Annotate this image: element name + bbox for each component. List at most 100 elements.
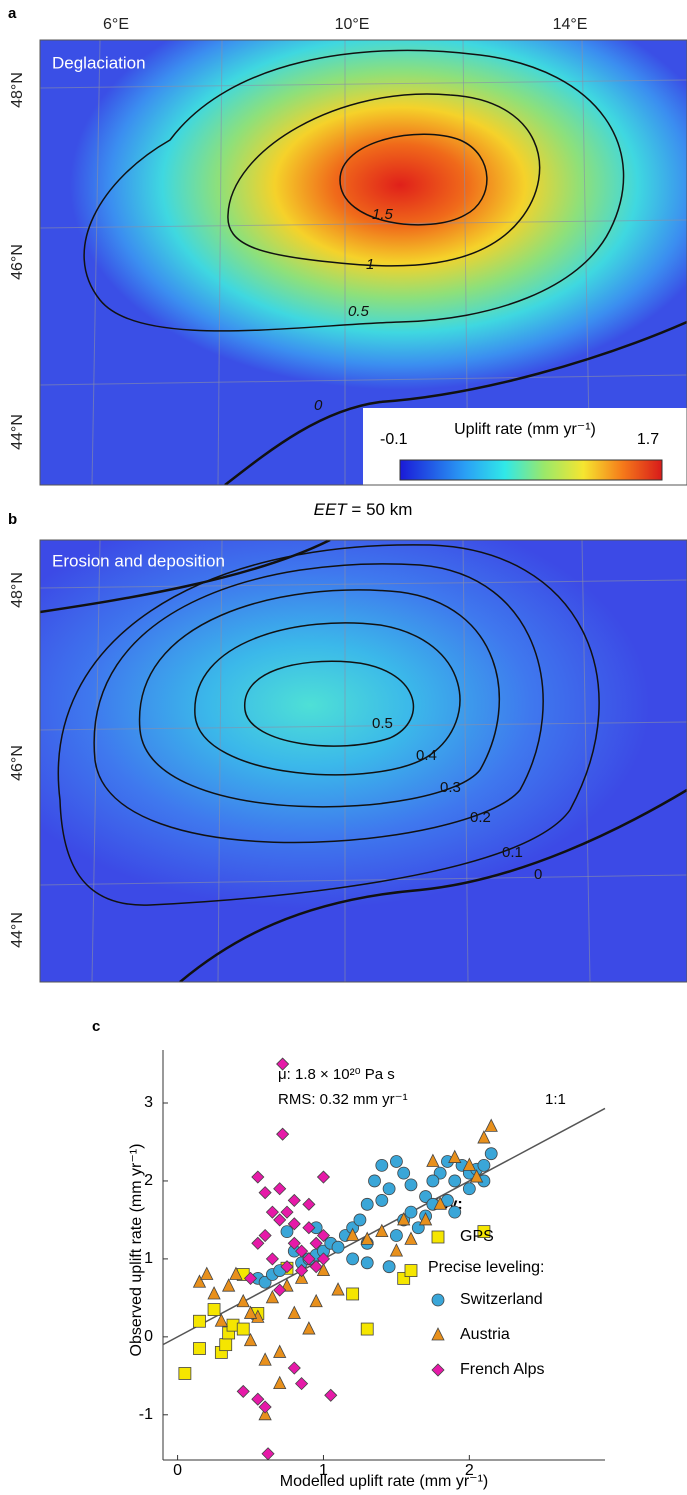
legend-subtitle: Precise leveling: bbox=[428, 1259, 545, 1276]
point bbox=[485, 1119, 497, 1131]
x-axis-label: Modelled uplift rate (mm yr⁻¹) bbox=[280, 1473, 489, 1490]
y-tick-label: 0 bbox=[144, 1328, 153, 1345]
annotation: μ: 1.8 × 10²⁰ Pa s bbox=[278, 1066, 395, 1083]
point bbox=[383, 1261, 395, 1273]
point bbox=[274, 1183, 286, 1195]
point bbox=[347, 1253, 359, 1265]
point bbox=[361, 1323, 373, 1335]
point bbox=[237, 1323, 249, 1335]
point bbox=[361, 1257, 373, 1269]
point bbox=[376, 1159, 388, 1171]
point bbox=[332, 1241, 344, 1253]
point bbox=[427, 1175, 439, 1187]
point bbox=[405, 1265, 417, 1277]
point bbox=[274, 1345, 286, 1357]
colorbar-ramp bbox=[400, 460, 662, 480]
point bbox=[405, 1232, 417, 1244]
point bbox=[449, 1206, 461, 1218]
point bbox=[405, 1206, 417, 1218]
point bbox=[288, 1194, 300, 1206]
x-tick-label: 2 bbox=[465, 1462, 474, 1479]
title-part: = 50 km bbox=[351, 500, 412, 519]
point bbox=[252, 1393, 264, 1405]
point bbox=[405, 1179, 417, 1191]
point bbox=[432, 1364, 444, 1376]
colorbar: Uplift rate (mm yr⁻¹) -0.1 1.7 bbox=[363, 408, 687, 485]
point bbox=[310, 1295, 322, 1307]
x-tick-label: 1 bbox=[319, 1462, 328, 1479]
contour-label: 1 bbox=[366, 256, 374, 273]
point bbox=[281, 1206, 293, 1218]
panel-label: c bbox=[92, 1018, 100, 1035]
contour-label: 0 bbox=[534, 866, 542, 883]
point bbox=[432, 1231, 444, 1243]
point bbox=[432, 1294, 444, 1306]
contour-label: 0.2 bbox=[470, 809, 491, 826]
lat-tick-label: 48°N bbox=[9, 572, 26, 608]
point bbox=[432, 1328, 444, 1340]
reference-line bbox=[163, 1108, 605, 1344]
point bbox=[245, 1334, 257, 1346]
map-a: 1.5 1 0.5 0 Deglaciation Uplift rate (mm… bbox=[40, 40, 687, 485]
point bbox=[303, 1198, 315, 1210]
lat-tick-label: 44°N bbox=[9, 414, 26, 450]
point bbox=[317, 1171, 329, 1183]
point bbox=[281, 1226, 293, 1238]
colorbar-max: 1.7 bbox=[637, 431, 659, 448]
point bbox=[259, 1353, 271, 1365]
point bbox=[252, 1171, 264, 1183]
annotation: RMS: 0.32 mm yr⁻¹ bbox=[278, 1091, 408, 1108]
point bbox=[201, 1267, 213, 1279]
point bbox=[463, 1183, 475, 1195]
colorbar-title: Uplift rate (mm yr⁻¹) bbox=[454, 421, 596, 438]
map-label: Erosion and deposition bbox=[52, 551, 225, 570]
y-tick-label: -1 bbox=[139, 1406, 153, 1423]
point bbox=[274, 1214, 286, 1226]
point bbox=[266, 1206, 278, 1218]
panel-label: a bbox=[8, 5, 17, 22]
point bbox=[398, 1167, 410, 1179]
point bbox=[354, 1214, 366, 1226]
point bbox=[208, 1287, 220, 1299]
y-tick-label: 2 bbox=[144, 1172, 153, 1189]
point bbox=[259, 1187, 271, 1199]
point bbox=[376, 1194, 388, 1206]
point bbox=[262, 1448, 274, 1460]
point bbox=[427, 1154, 439, 1166]
point bbox=[288, 1362, 300, 1374]
contour-label: 0.3 bbox=[440, 779, 461, 796]
point bbox=[296, 1378, 308, 1390]
legend-label: Switzerland bbox=[460, 1291, 543, 1308]
map-label: Deglaciation bbox=[52, 53, 146, 72]
point bbox=[237, 1295, 249, 1307]
point bbox=[208, 1304, 220, 1316]
title-part: EET bbox=[314, 500, 349, 519]
point bbox=[303, 1322, 315, 1334]
point bbox=[266, 1253, 278, 1265]
point bbox=[390, 1155, 402, 1167]
lat-tick-label: 46°N bbox=[9, 745, 26, 781]
contour-label: 0.4 bbox=[416, 747, 437, 764]
x-tick-label: 0 bbox=[173, 1462, 182, 1479]
point bbox=[390, 1230, 402, 1242]
point bbox=[332, 1283, 344, 1295]
point bbox=[478, 1131, 490, 1143]
annotation: 1:1 bbox=[545, 1091, 566, 1108]
lon-tick-label: 6°E bbox=[103, 16, 129, 33]
point bbox=[347, 1288, 359, 1300]
point bbox=[237, 1385, 249, 1397]
legend-label: French Alps bbox=[460, 1361, 544, 1378]
point bbox=[220, 1339, 232, 1351]
contour-label: 0 bbox=[314, 397, 323, 414]
point bbox=[478, 1159, 490, 1171]
y-tick-label: 1 bbox=[144, 1250, 153, 1267]
point bbox=[179, 1367, 191, 1379]
colorbar-min: -0.1 bbox=[380, 431, 408, 448]
point bbox=[449, 1175, 461, 1187]
legend-label: GPS bbox=[460, 1228, 494, 1245]
contour-label: 1.5 bbox=[372, 206, 394, 223]
point bbox=[252, 1237, 264, 1249]
point bbox=[325, 1389, 337, 1401]
point bbox=[390, 1244, 402, 1256]
lon-tick-label: 10°E bbox=[335, 16, 370, 33]
